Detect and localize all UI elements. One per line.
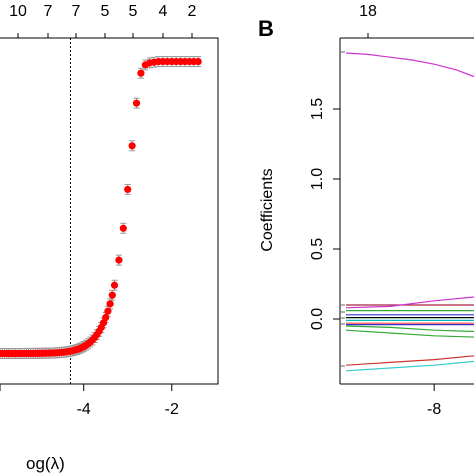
panel-b: B 0.0 0.5 1.0 1.5 -8 18 Coefficients xyxy=(258,3,474,418)
panel-b-yticks: 0.0 0.5 1.0 1.5 xyxy=(309,98,340,330)
top-tick-label: 5 xyxy=(129,3,138,20)
data-point xyxy=(194,57,202,66)
coef-path xyxy=(345,52,474,78)
y-tick-label: 0.5 xyxy=(309,238,326,260)
panel-a: -4 -2 10 7 7 5 5 4 2 og(λ) xyxy=(0,3,219,473)
y-tick-label: 1.0 xyxy=(309,168,326,190)
panel-a-frame xyxy=(0,37,219,385)
coef-path xyxy=(345,360,474,372)
panel-b-frame xyxy=(339,37,474,385)
coef-path xyxy=(345,329,474,338)
coef-path xyxy=(345,325,474,333)
x-tick-label: -2 xyxy=(165,401,179,418)
panel-a-xlabel: og(λ) xyxy=(26,454,65,473)
top-tick-label: 4 xyxy=(159,3,168,20)
top-tick-label: 7 xyxy=(72,3,81,20)
x-tick-label: -8 xyxy=(427,401,441,418)
data-point xyxy=(137,69,145,77)
data-point xyxy=(128,142,136,150)
data-point xyxy=(108,291,116,299)
top-tick-label: 10 xyxy=(9,3,27,20)
y-tick-label: 1.5 xyxy=(309,98,326,120)
panel-b-xticks: -8 xyxy=(427,384,441,418)
data-point xyxy=(110,281,119,289)
panel-b-ylabel: Coefficients xyxy=(259,168,276,251)
top-tick-label: 5 xyxy=(101,3,110,20)
top-tick-label: 18 xyxy=(359,3,377,20)
panel-a-errorbars xyxy=(0,56,202,359)
data-point xyxy=(119,224,127,232)
coef-path xyxy=(345,296,474,309)
panel-a-xticks: -4 -2 xyxy=(0,384,179,418)
data-point xyxy=(106,300,114,308)
panel-a-points xyxy=(0,57,202,358)
coef-path xyxy=(345,355,474,366)
x-tick-label: -4 xyxy=(77,401,91,418)
panel-b-letter: B xyxy=(258,16,274,41)
panel-a-top-axis: 10 7 7 5 5 4 2 xyxy=(9,3,197,38)
data-point xyxy=(132,99,141,107)
top-tick-label: 2 xyxy=(188,3,197,20)
panel-b-lines xyxy=(345,52,474,372)
top-tick-label: 7 xyxy=(44,3,53,20)
data-point xyxy=(115,256,123,264)
y-tick-label: 0.0 xyxy=(309,308,326,330)
data-point xyxy=(104,307,112,315)
panel-b-top-axis: 18 xyxy=(359,3,377,38)
panel-b-line-labels xyxy=(341,51,345,367)
data-point xyxy=(102,313,110,322)
data-point xyxy=(124,185,132,194)
